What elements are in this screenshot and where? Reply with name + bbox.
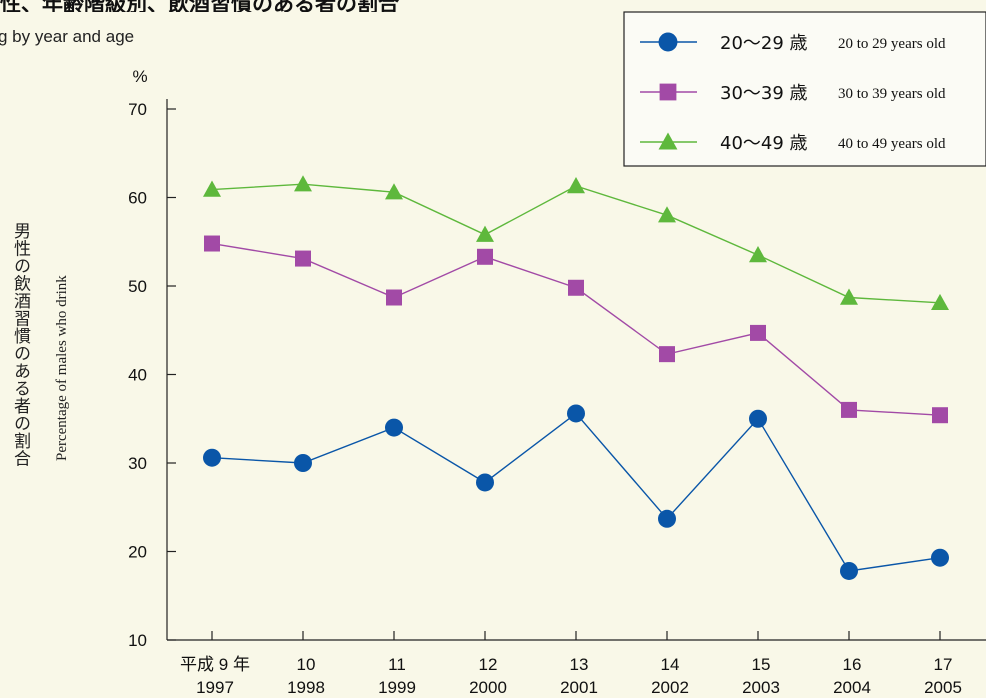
point-circle-1998 [294,454,312,472]
point-square-1999 [386,289,402,306]
x-tick-label-era-2000: 12 [479,655,498,674]
point-circle-2000 [476,473,494,492]
x-tick-label-year-1997: 1997 [196,678,234,697]
legend-label-jp-circle: 20〜29 歳 [720,33,808,54]
point-circle-1997 [203,448,221,467]
y-tick-label-50: 50 [128,277,147,296]
legend-label-en-triangle: 40 to 49 years old [838,136,946,152]
point-circle-2004 [840,561,858,580]
point-triangle-1998 [294,175,312,192]
x-tick-label-era-2004: 16 [843,655,862,674]
x-tick-label-year-1999: 1999 [378,678,416,697]
y-axis-unit: % [132,67,147,86]
x-tick-label-era-1999: 11 [388,655,406,674]
series-circle [203,404,949,580]
legend-label-jp-triangle: 40〜49 歳 [720,133,808,154]
point-circle-2001 [567,404,585,423]
point-circle-1999 [385,418,403,437]
point-square-2000 [477,248,493,265]
legend-label-en-square: 30 to 39 years old [838,86,946,102]
point-circle-2005 [931,548,949,567]
point-triangle-1999 [385,183,403,200]
x-tick-label-year-2004: 2004 [833,678,871,697]
y-tick-label-20: 20 [128,543,147,562]
series-square [204,235,948,424]
series-triangle [203,175,949,311]
x-tick-label-year-2001: 2001 [560,678,598,697]
x-tick-label-era-2001: 13 [570,655,589,674]
x-tick-label-year-2002: 2002 [651,678,689,697]
legend-box [623,11,986,167]
legend-label-en-circle: 20 to 29 years old [838,36,946,52]
x-tick-label-era-1997: 平成 9 年 [180,655,250,674]
y-tick-label-60: 60 [128,189,147,208]
point-triangle-2001 [567,176,585,194]
x-tick-label-era-2005: 17 [934,655,953,674]
chart-subtitle: g by year and age [0,27,135,46]
point-triangle-2003 [749,246,767,263]
x-tick-label-year-2003: 2003 [742,678,780,697]
point-square-2005 [932,407,948,424]
chart-axes: % 10 20 30 40 50 60 70 平成 9 年 1997 10 1998 11 1999 12 2… [128,67,986,697]
series-line-square [211,242,941,416]
point-triangle-2004 [840,288,858,305]
series-layer [203,175,949,580]
x-tick-label-era-1998: 10 [297,655,316,674]
point-square-2001 [568,279,584,296]
point-square-1997 [204,235,220,252]
x-tick-label-year-2005: 2005 [924,678,962,697]
legend-marker-triangle [658,132,678,150]
legend-marker-square [659,83,677,101]
y-tick-label-10: 10 [128,631,147,650]
x-tick-label-era-2003: 15 [752,655,771,674]
x-tick-label-era-2002: 14 [661,655,680,674]
y-tick-label-40: 40 [128,366,147,385]
point-triangle-2002 [658,206,676,223]
chart-title: 性、年齢階級別、飲酒習慣のある者の割合 [0,0,399,12]
point-circle-2002 [658,509,676,528]
point-triangle-1997 [203,180,221,197]
point-square-2004 [841,401,857,418]
y-axis-label-japanese: 男性の飲酒習慣のある者の割合 [10,222,30,467]
series-line-circle [211,412,941,572]
legend-marker-circle [658,32,678,52]
legend-label-jp-square: 30〜39 歳 [720,83,808,104]
point-square-1998 [295,250,311,267]
x-tick-label-year-2000: 2000 [469,678,507,697]
y-tick-label-30: 30 [128,454,147,473]
point-triangle-2005 [931,293,949,311]
point-square-2003 [750,324,766,341]
x-tick-label-year-1998: 1998 [287,678,325,697]
y-tick-label-70: 70 [128,100,147,119]
point-square-2002 [659,346,675,363]
point-triangle-2000 [476,225,494,242]
point-circle-2003 [749,409,767,428]
legend: 20〜29 歳 20 to 29 years old 30〜39 歳 30 to 39… [623,11,986,167]
